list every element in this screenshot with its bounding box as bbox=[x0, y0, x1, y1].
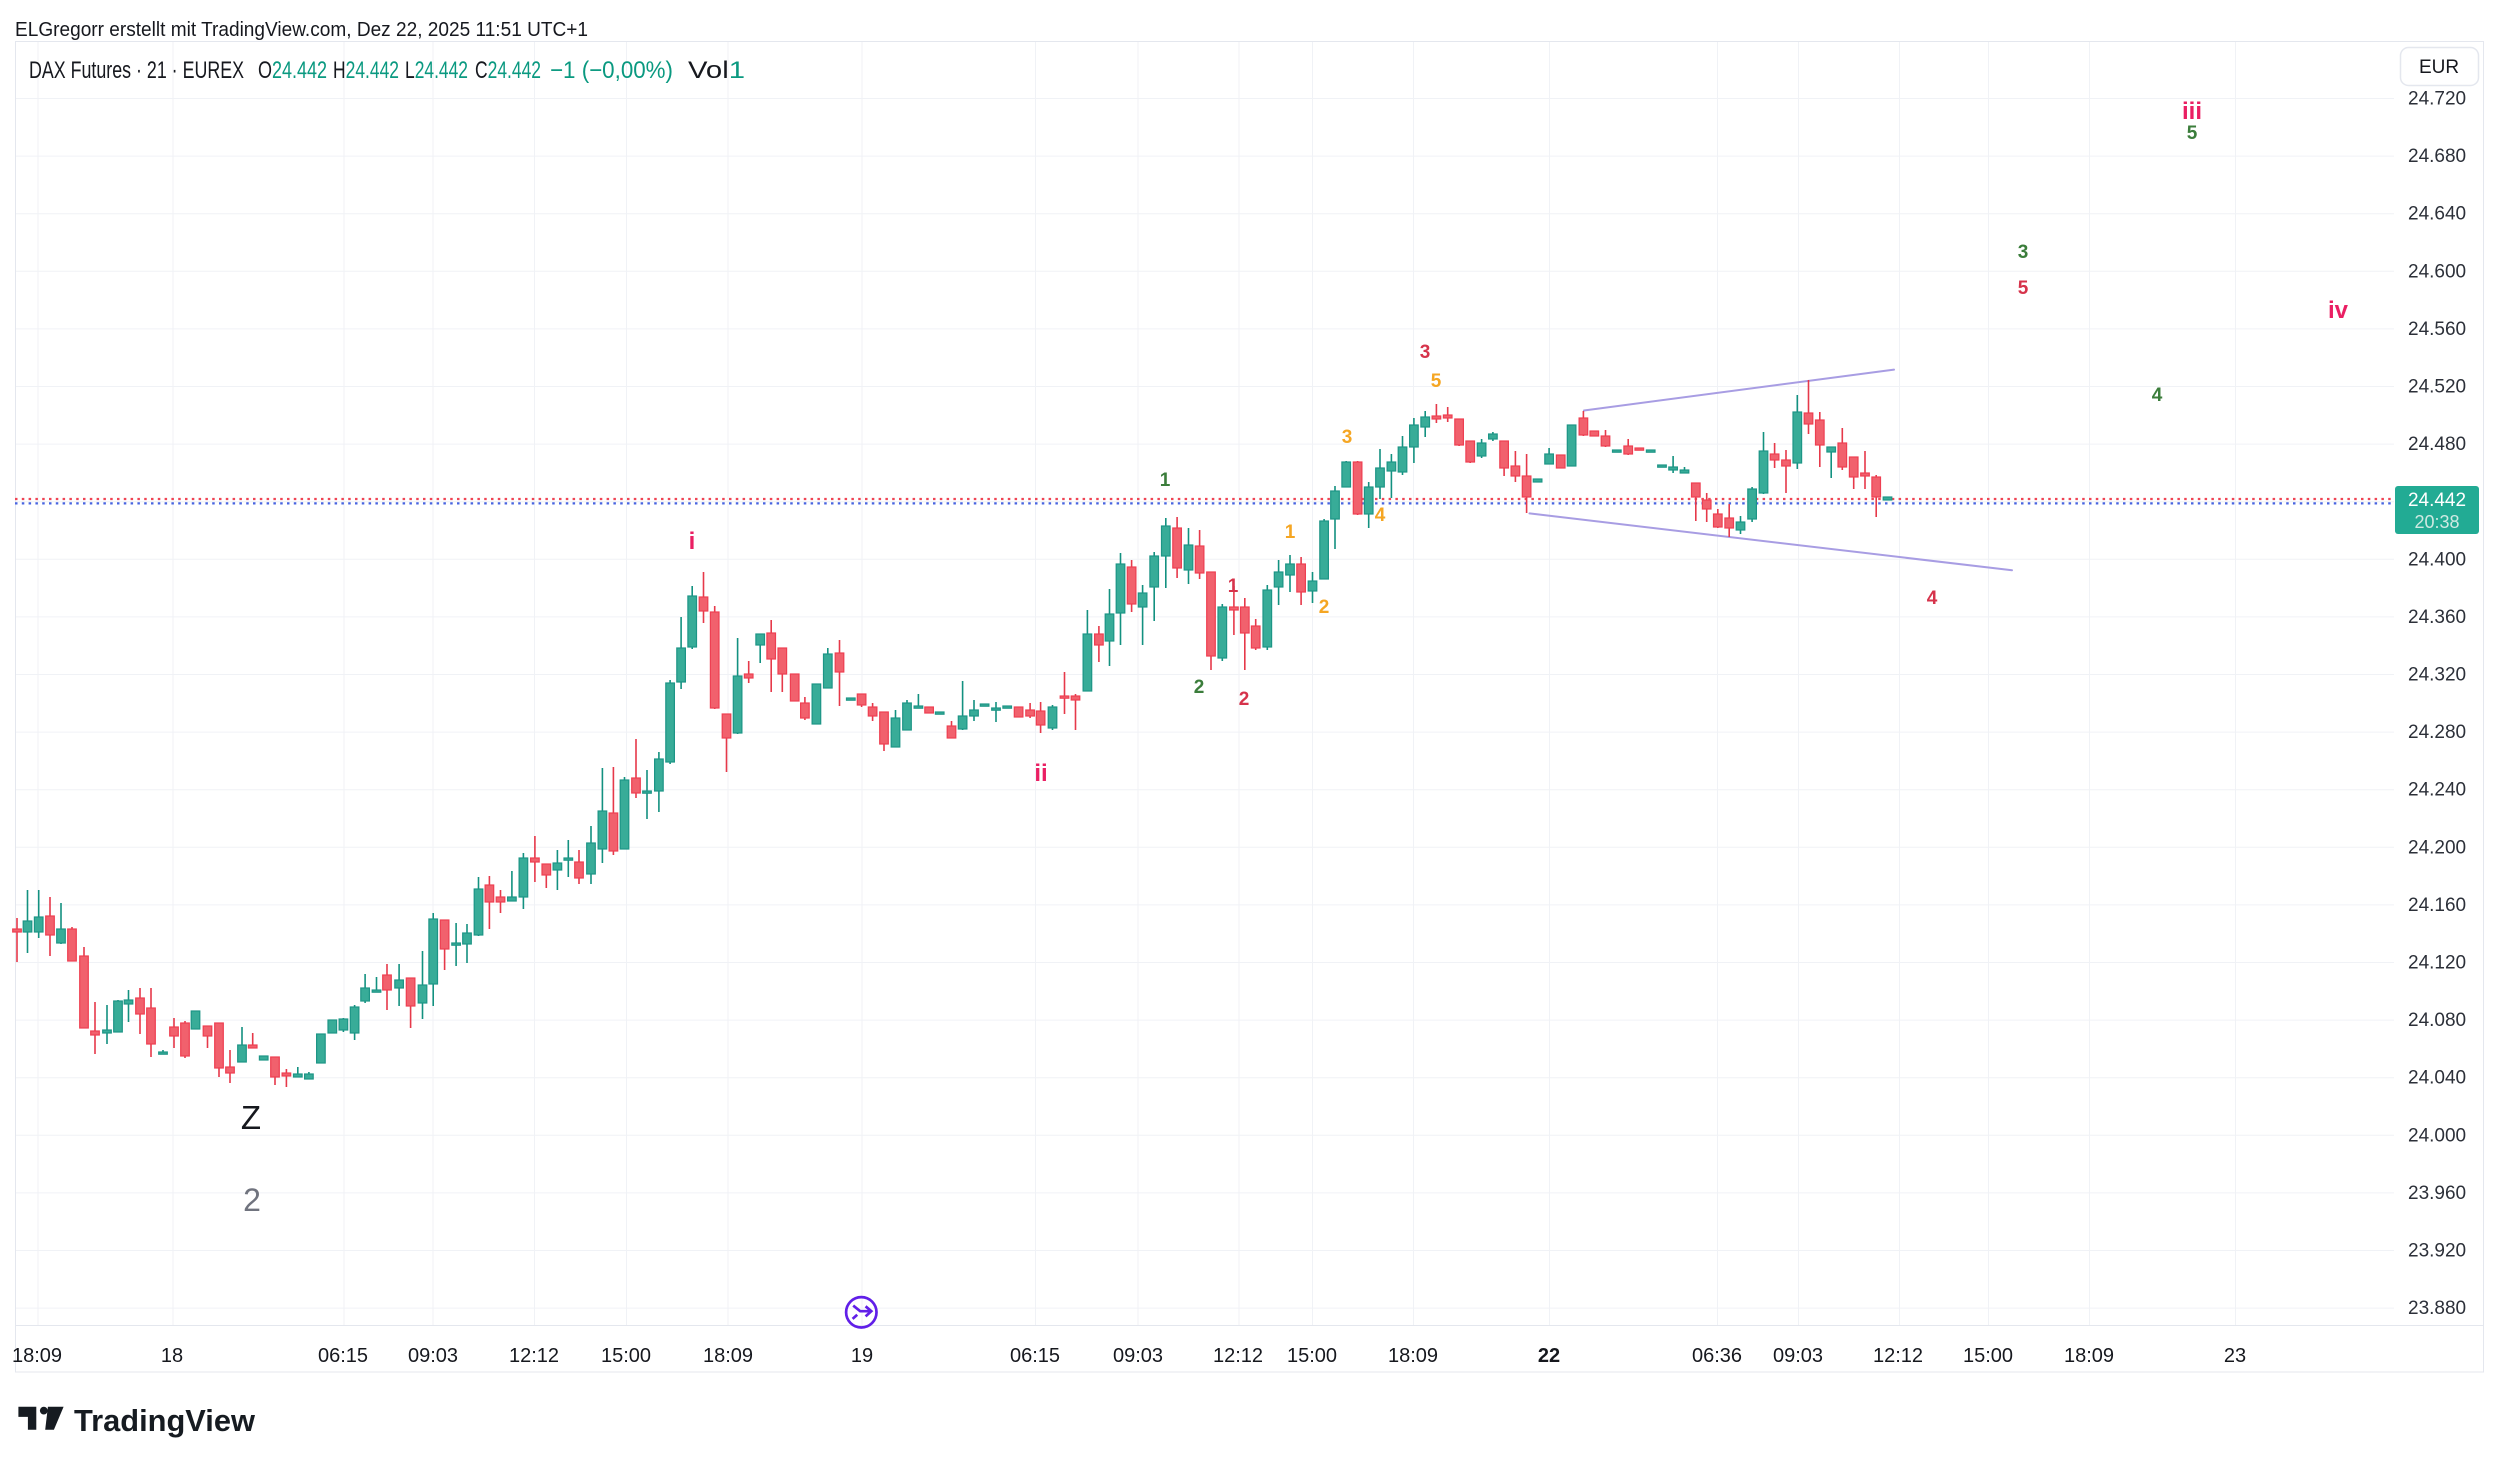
svg-text:24.720: 24.720 bbox=[2408, 89, 2466, 110]
svg-text:23.880: 23.880 bbox=[2408, 1298, 2466, 1319]
svg-text:1: 1 bbox=[1160, 470, 1171, 491]
svg-text:06:36: 06:36 bbox=[1692, 1345, 1742, 1367]
svg-text:DAX Futures · 21 · EUREX: DAX Futures · 21 · EUREX bbox=[29, 57, 244, 84]
svg-text:3: 3 bbox=[2018, 242, 2029, 263]
svg-text:TradingView: TradingView bbox=[74, 1404, 255, 1438]
svg-text:23.920: 23.920 bbox=[2408, 1241, 2466, 1262]
svg-text:1: 1 bbox=[1285, 522, 1296, 543]
svg-text:iii: iii bbox=[2182, 98, 2202, 125]
svg-text:24.120: 24.120 bbox=[2408, 953, 2466, 974]
svg-text:09:03: 09:03 bbox=[1773, 1345, 1823, 1367]
svg-text:12:12: 12:12 bbox=[1213, 1345, 1263, 1367]
svg-text:24.320: 24.320 bbox=[2408, 665, 2466, 686]
svg-text:2: 2 bbox=[1319, 597, 1330, 618]
svg-text:3: 3 bbox=[1342, 427, 1353, 448]
svg-text:20:38: 20:38 bbox=[2414, 512, 2459, 532]
svg-text:24.400: 24.400 bbox=[2408, 549, 2466, 570]
svg-text:22: 22 bbox=[1538, 1345, 1560, 1367]
svg-text:15:00: 15:00 bbox=[1963, 1345, 2013, 1367]
svg-text:19: 19 bbox=[851, 1345, 873, 1367]
svg-text:18:09: 18:09 bbox=[703, 1345, 753, 1367]
svg-text:1: 1 bbox=[1228, 576, 1239, 597]
svg-text:24.560: 24.560 bbox=[2408, 319, 2466, 340]
svg-text:i: i bbox=[689, 528, 696, 555]
svg-text:4: 4 bbox=[1375, 505, 1386, 526]
svg-text:Z: Z bbox=[241, 1099, 261, 1136]
svg-text:18:09: 18:09 bbox=[1388, 1345, 1438, 1367]
svg-text:24.160: 24.160 bbox=[2408, 895, 2466, 916]
svg-text:24.680: 24.680 bbox=[2408, 146, 2466, 167]
svg-text:2: 2 bbox=[1239, 689, 1250, 710]
svg-text:ii: ii bbox=[1034, 760, 1047, 787]
svg-text:12:12: 12:12 bbox=[509, 1345, 559, 1367]
svg-text:06:15: 06:15 bbox=[318, 1345, 368, 1367]
svg-text:O24.442: O24.442 bbox=[258, 57, 327, 84]
svg-text:24.280: 24.280 bbox=[2408, 722, 2466, 743]
svg-text:24.080: 24.080 bbox=[2408, 1010, 2466, 1031]
svg-text:5: 5 bbox=[2187, 123, 2198, 144]
svg-text:06:15: 06:15 bbox=[1010, 1345, 1060, 1367]
svg-text:H24.442: H24.442 bbox=[333, 57, 399, 84]
svg-text:09:03: 09:03 bbox=[408, 1345, 458, 1367]
svg-text:iv: iv bbox=[2328, 297, 2349, 324]
svg-text:09:03: 09:03 bbox=[1113, 1345, 1163, 1367]
svg-text:23: 23 bbox=[2224, 1345, 2246, 1367]
svg-text:3: 3 bbox=[1420, 342, 1431, 363]
svg-text:24.360: 24.360 bbox=[2408, 607, 2466, 628]
svg-text:23.960: 23.960 bbox=[2408, 1183, 2466, 1204]
svg-text:12:12: 12:12 bbox=[1873, 1345, 1923, 1367]
svg-text:18:09: 18:09 bbox=[12, 1345, 62, 1367]
svg-text:18:09: 18:09 bbox=[2064, 1345, 2114, 1367]
svg-text:2: 2 bbox=[1194, 677, 1205, 698]
svg-text:24.520: 24.520 bbox=[2408, 377, 2466, 398]
svg-text:15:00: 15:00 bbox=[1287, 1345, 1337, 1367]
svg-text:15:00: 15:00 bbox=[601, 1345, 651, 1367]
svg-text:4: 4 bbox=[1927, 588, 1938, 609]
svg-text:24.600: 24.600 bbox=[2408, 261, 2466, 282]
svg-text:EUR: EUR bbox=[2419, 57, 2459, 78]
svg-text:24.000: 24.000 bbox=[2408, 1125, 2466, 1146]
svg-text:18: 18 bbox=[161, 1345, 183, 1367]
svg-text:2: 2 bbox=[243, 1182, 261, 1218]
svg-text:4: 4 bbox=[2152, 385, 2163, 406]
svg-text:L24.442: L24.442 bbox=[405, 57, 468, 84]
svg-text:24.200: 24.200 bbox=[2408, 837, 2466, 858]
svg-text:5: 5 bbox=[1431, 371, 1442, 392]
svg-text:ELGregorr erstellt mit Trading: ELGregorr erstellt mit TradingView.com, … bbox=[15, 18, 588, 41]
svg-text:5: 5 bbox=[2018, 278, 2029, 299]
svg-text:24.442: 24.442 bbox=[2408, 490, 2466, 511]
svg-text:24.040: 24.040 bbox=[2408, 1068, 2466, 1089]
svg-text:24.240: 24.240 bbox=[2408, 780, 2466, 801]
svg-text:24.640: 24.640 bbox=[2408, 204, 2466, 225]
svg-text:C24.442: C24.442 bbox=[475, 57, 541, 84]
svg-text:24.480: 24.480 bbox=[2408, 434, 2466, 455]
svg-text:−1 (−0,00%): −1 (−0,00%) bbox=[550, 57, 673, 84]
